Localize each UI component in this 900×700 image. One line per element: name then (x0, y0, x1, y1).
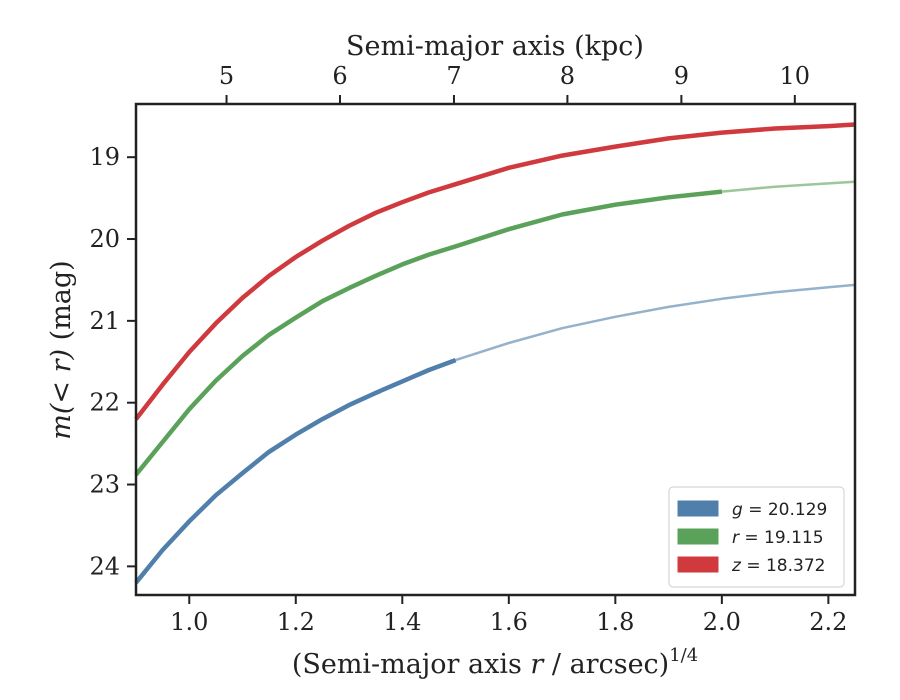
top-axis-title: Semi-major axis (kpc) (346, 31, 644, 62)
series-line-extrapolated (135, 123, 856, 420)
top-tick-label: 7 (446, 62, 461, 90)
y-tick-label: 24 (89, 552, 120, 580)
y-tick-label: 22 (89, 389, 120, 417)
series-line-measured (134, 189, 723, 477)
series-line-measured (134, 357, 457, 585)
top-tick-label: 9 (674, 62, 689, 90)
y-tick-label: 20 (89, 225, 120, 253)
legend-swatch (677, 500, 719, 517)
left-axis: 19 20 21 22 23 24 (89, 143, 136, 580)
series-line-extrapolated (135, 180, 856, 476)
top-tick-label: 8 (560, 62, 575, 90)
top-tick-label: 10 (780, 62, 811, 90)
y-tick-label: 23 (89, 471, 120, 499)
x-tick-label: 1.2 (277, 608, 315, 636)
y-axis-title: m(< r) (mag) (46, 260, 77, 439)
x-tick-label: 1.8 (596, 608, 634, 636)
y-tick-label: 19 (89, 143, 120, 171)
plot-area (134, 102, 857, 597)
top-tick-label: 6 (332, 62, 347, 90)
legend-swatch (677, 556, 719, 573)
x-tick-label: 1.6 (490, 608, 528, 636)
x-tick-label: 1.4 (383, 608, 421, 636)
x-axis-title: (Semi-major axis r / arcsec)1/4 (292, 645, 698, 680)
y-tick-label: 21 (89, 307, 120, 335)
legend: g = 20.129 r = 19.115 z = 18.372 (668, 486, 845, 588)
x-tick-label: 2.0 (703, 608, 741, 636)
bottom-axis: 1.0 1.2 1.4 1.6 1.8 2.0 2.2 (170, 595, 847, 636)
top-tick-label: 5 (219, 62, 234, 90)
series-lines (134, 122, 856, 585)
legend-label: g = 20.129 (732, 500, 827, 520)
legend-swatch (677, 528, 719, 545)
legend-label: z = 18.372 (731, 556, 825, 576)
top-axis: Semi-major axis (kpc) 5 6 7 8 9 10 (219, 31, 810, 104)
series-line-measured (134, 122, 856, 421)
x-tick-label: 1.0 (170, 608, 208, 636)
x-tick-label: 2.2 (809, 608, 847, 636)
legend-label: r = 19.115 (732, 528, 824, 548)
plot-frame (134, 102, 857, 597)
